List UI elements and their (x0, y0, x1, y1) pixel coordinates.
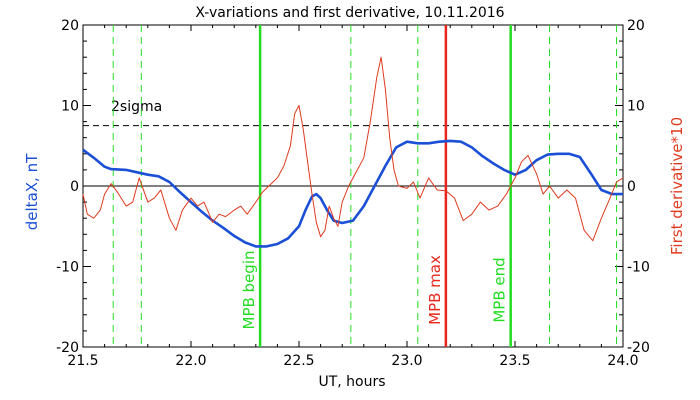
y-tick-label-right: 10 (627, 99, 645, 115)
series-group (82, 56, 624, 248)
y-tick-label-left: -10 (56, 260, 79, 276)
y-tick-label-left: 10 (61, 99, 79, 115)
y-tick-label-right: 20 (627, 18, 645, 34)
y-axis-left-title: deltaX, nT (23, 153, 41, 230)
event-label: MPB end (491, 257, 509, 322)
event-labels-group: MPB begin MPB max MPB end (240, 251, 509, 330)
y-tick-label-right: -20 (627, 340, 650, 356)
y-tick-label-left: 0 (70, 179, 79, 195)
event-label: MPB begin (240, 251, 258, 330)
y-tick-label-right: -10 (627, 260, 650, 276)
axis-ticks-group: 21.5 22.0 22.5 23.0 23.5 24.0 20 20 10 10 0 0 -10 -10… (56, 18, 650, 369)
deltax-series-line (82, 139, 623, 248)
x-tick-label: 22.0 (175, 353, 206, 369)
chart-title: X-variations and first derivative, 10.11… (195, 5, 504, 21)
derivative-series-line (82, 56, 624, 242)
y-tick-label-right: 0 (627, 179, 636, 195)
y-tick-label-left: -20 (56, 340, 79, 356)
sigma-line-label: 2sigma (111, 99, 162, 115)
x-tick-label: 21.5 (67, 353, 98, 369)
event-label: MPB max (426, 255, 444, 325)
x-tick-label: 23.0 (391, 353, 422, 369)
x-tick-label: 24.0 (607, 353, 638, 369)
x-tick-label: 23.5 (499, 353, 530, 369)
y-tick-label-left: 20 (61, 18, 79, 34)
y-axis-right-title: First derivative*10 (668, 117, 686, 255)
x-tick-label: 22.5 (283, 353, 314, 369)
x-axis-title: UT, hours (318, 374, 385, 390)
